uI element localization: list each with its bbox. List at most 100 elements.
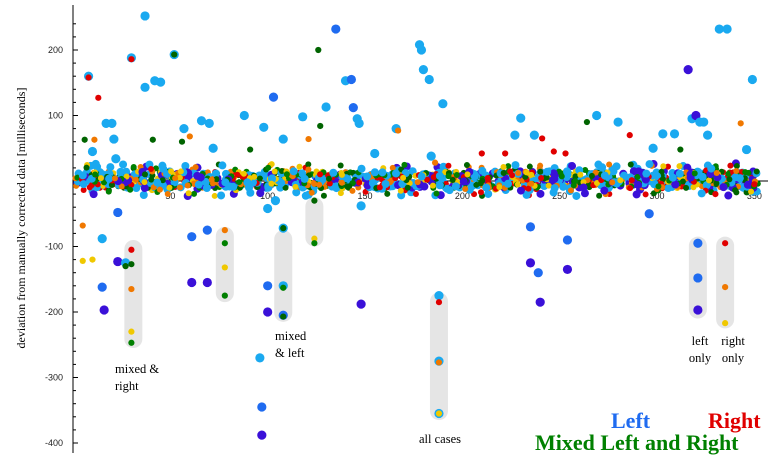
cloud-point [141,171,148,178]
legend: Left Right Mixed Left and Right [535,408,761,455]
cloud-point [464,171,471,178]
cloud-point [118,183,125,190]
cloud-point [218,161,227,170]
cloud-point [503,179,512,188]
cloud-point [193,171,202,180]
data-point [747,74,757,85]
cloud-point [433,190,440,197]
highlight-band [716,236,735,329]
data-point [416,45,427,55]
data-point [128,56,135,63]
cloud-point [282,184,289,191]
cloud-point [111,175,118,182]
cloud-point [628,177,635,184]
cloud-point [370,168,379,177]
cloud-point [356,179,363,186]
cloud-point [243,178,252,187]
cloud-point [80,186,87,193]
data-point [196,116,207,126]
cloud-point [119,160,128,169]
cloud-point [127,186,134,193]
cloud-point [93,162,102,171]
data-point [693,238,703,248]
cloud-point [627,161,634,168]
x-tick-label: 50 [165,191,175,201]
cloud-point [645,160,654,169]
cloud-point [435,181,444,190]
data-point [113,256,123,267]
cloud-point [184,182,191,189]
data-point [331,24,341,34]
cloud-point [462,185,469,192]
cloud-point [176,174,183,181]
cloud-point [429,182,436,189]
data-point [626,132,633,139]
cloud-point [562,173,571,182]
data-point [298,112,308,122]
data-point [97,282,107,292]
cloud-point [105,188,112,195]
cloud-point [397,187,404,194]
cloud-point [449,177,456,184]
cloud-point [116,167,125,176]
data-point [89,256,96,263]
data-point [394,127,402,134]
cloud-point [642,191,649,198]
data-point [95,94,102,101]
data-point [128,285,135,293]
data-point [478,150,485,157]
x-tick-label: 350 [747,191,762,201]
cloud-point [706,177,713,184]
data-point [722,284,729,291]
data-point [418,65,428,75]
cloud-point [543,167,552,176]
cloud-point [164,190,171,197]
annotation-left-only: only [689,351,712,365]
data-point [356,201,366,211]
data-point [202,225,212,235]
cloud-point [660,163,667,170]
data-point [280,313,287,320]
data-point [221,264,228,271]
cloud-point [208,176,215,183]
cloud-point [159,164,168,173]
x-tick-label: 150 [357,191,372,201]
cloud-point [139,190,148,199]
cloud-point [727,162,734,169]
cloud-point [523,169,530,176]
data-point [202,277,212,288]
cloud-point [675,169,684,178]
cloud-point [558,173,565,180]
cloud-point [305,166,312,173]
data-point [311,235,318,242]
cloud-point [384,190,391,197]
cloud-point [627,185,634,192]
data-point [99,305,109,315]
y-tick-label: -200 [45,307,63,317]
data-point [128,328,135,335]
cloud-point [509,172,516,179]
data-point [683,65,693,75]
data-point [722,24,732,34]
cloud-point [522,173,529,180]
cloud-point [690,184,697,191]
cloud-point [725,170,732,177]
cloud-point [634,173,641,180]
data-point [644,209,654,219]
cloud-point [482,183,491,192]
data-point [722,320,729,327]
data-point [179,124,189,134]
data-point [87,146,98,157]
y-tick-label: -400 [45,438,63,448]
data-point [435,410,443,417]
data-point [305,135,312,143]
cloud-point [567,187,574,194]
cloud-point [664,163,671,170]
cloud-point [316,181,323,188]
data-point [263,281,273,291]
data-point [263,307,273,317]
cloud-point [549,188,558,197]
cloud-point [414,179,421,186]
data-point [221,292,228,299]
cloud-point [707,164,716,173]
